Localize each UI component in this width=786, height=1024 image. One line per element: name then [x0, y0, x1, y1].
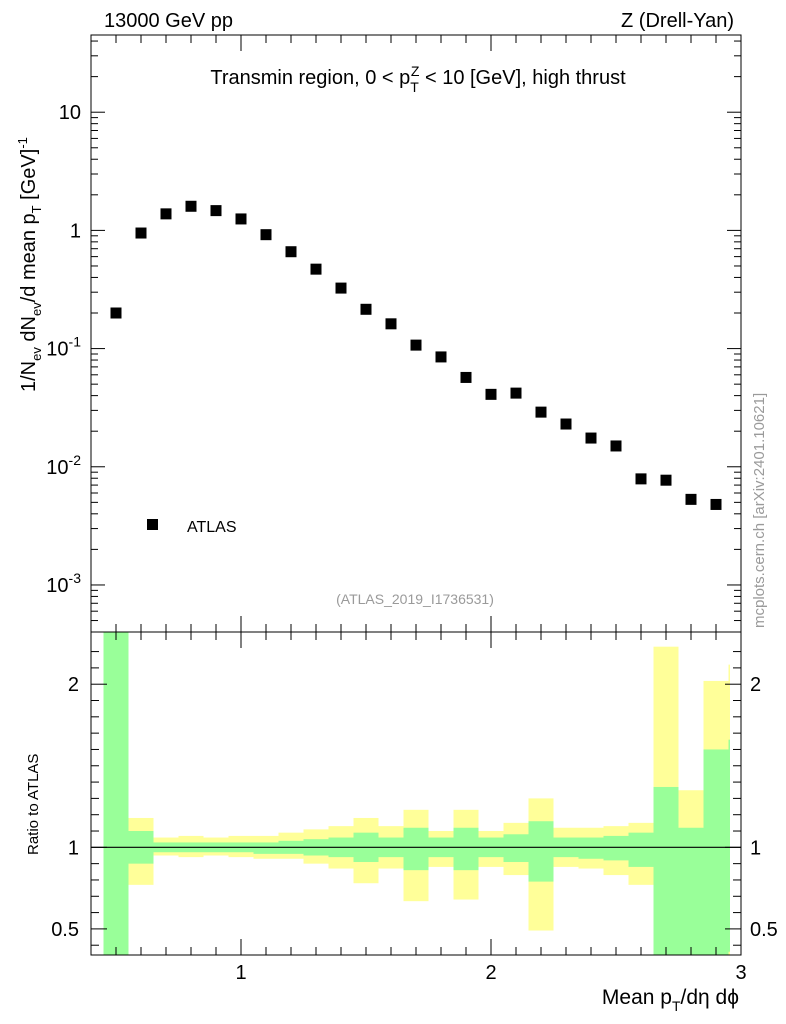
data-point-marker	[385, 318, 397, 330]
main-title-superscript: Z	[411, 63, 420, 79]
ylabel-part-c: /d mean p	[18, 213, 40, 302]
main-y-tick-exponent: -1	[69, 334, 82, 350]
data-point-marker	[685, 493, 697, 505]
ratio-inner-band	[603, 835, 629, 861]
data-point-marker	[335, 282, 347, 294]
ylabel-part-b: dN	[18, 316, 40, 347]
ratio-bands	[103, 632, 730, 955]
ratio-inner-band	[578, 837, 604, 859]
ylabel-part-a: 1/N	[18, 361, 40, 392]
xlabel-sub: T	[672, 998, 681, 1014]
ratio-y-axis-label: Ratio to ATLAS	[25, 754, 42, 855]
main-y-axis-label: 1/Nev dNev/d mean pT [GeV]-1	[15, 137, 44, 392]
main-y-tick-label: 10-3	[46, 570, 81, 597]
data-point-marker	[410, 339, 422, 351]
data-point-marker	[110, 307, 122, 319]
data-point-marker	[310, 263, 322, 275]
main-y-tick-label: 10	[59, 102, 81, 124]
main-y-tick-label: 10-1	[46, 334, 81, 361]
main-title: Transmin region, 0 < pTZ < 10 [GeV], hig…	[210, 63, 626, 95]
x-tick-label: 3	[735, 962, 746, 984]
ratio-panel-frame	[90, 631, 742, 956]
side-credit-label: mcplots.cern.ch [arXiv:2401.10621]	[751, 393, 768, 628]
xlabel-part-a: Mean p	[602, 986, 672, 1009]
ratio-y-tick-label-right: 0.5	[750, 919, 778, 941]
data-point-marker	[535, 406, 547, 418]
main-y-tick-base: 10	[46, 339, 68, 361]
header-right: Z (Drell-Yan)	[621, 10, 734, 32]
data-point-marker	[160, 208, 172, 220]
ylabel-sub-b: ev	[29, 302, 44, 316]
x-tick-label: 1	[235, 962, 246, 984]
ratio-y-tick-label-right: 1	[750, 837, 761, 859]
ratio-y-tick-label-left: 2	[68, 674, 79, 696]
main-title-prefix: Transmin region, 0 < p	[210, 67, 410, 89]
x-axis-label: Mean pT/dη dϕ	[602, 986, 739, 1014]
ratio-inner-band	[103, 632, 129, 955]
legend-marker	[147, 519, 158, 530]
ratio-inner-band	[653, 786, 679, 955]
main-data-markers	[110, 200, 722, 510]
main-y-tick-label: 1	[70, 220, 81, 242]
ratio-inner-band	[628, 832, 654, 867]
ratio-inner-band	[253, 842, 279, 854]
data-point-marker	[585, 432, 597, 444]
data-point-marker	[460, 371, 472, 383]
main-panel-frame	[90, 34, 742, 633]
header-left: 13000 GeV pp	[104, 10, 233, 32]
data-point-marker	[510, 387, 522, 399]
ratio-y-tick-label-left: 1	[68, 837, 79, 859]
main-y-tick-base: 10	[46, 457, 68, 479]
data-point-marker	[260, 229, 272, 241]
ratio-y-tick-label-left: 0.5	[51, 919, 79, 941]
main-title-suffix: < 10 [GeV], high thrust	[419, 67, 626, 89]
data-point-marker	[360, 303, 372, 315]
main-y-tick-base: 10	[46, 575, 68, 597]
main-y-tick-exponent: -2	[69, 452, 82, 468]
data-point-marker	[435, 351, 447, 363]
data-point-marker	[185, 200, 197, 212]
ratio-inner-band	[403, 827, 429, 871]
ylabel-sub-a: ev	[29, 347, 44, 361]
ylabel-sup-d: -1	[15, 137, 30, 149]
main-title-subscript: T	[410, 79, 419, 95]
data-point-marker	[235, 213, 247, 225]
ratio-inner-band	[728, 739, 730, 952]
main-y-tick-exponent: -3	[69, 570, 82, 586]
analysis-watermark: (ATLAS_2019_I1736531)	[336, 591, 494, 607]
data-point-marker	[285, 246, 297, 258]
main-y-tick-label: 10-2	[46, 452, 81, 479]
data-point-marker	[135, 227, 147, 239]
data-point-marker	[610, 440, 622, 452]
data-point-marker	[485, 388, 497, 400]
data-point-marker	[560, 418, 572, 430]
ylabel-sub-c: T	[29, 205, 44, 213]
ratio-inner-band	[528, 821, 554, 882]
xlabel-part-b: /dη dϕ	[681, 986, 739, 1009]
data-point-marker	[660, 474, 672, 486]
data-point-marker	[710, 498, 722, 510]
ylabel-part-d: [GeV]	[18, 149, 40, 206]
ratio-inner-band	[703, 749, 729, 955]
ratio-inner-band	[453, 827, 479, 871]
ratio-axis-ticks: 0.5 0.5 1 1 2 2 1 2 3	[51, 632, 778, 984]
legend-label: ATLAS	[187, 519, 237, 536]
x-tick-label: 2	[485, 962, 496, 984]
data-point-marker	[635, 473, 647, 485]
data-point-marker	[210, 205, 222, 217]
ratio-y-tick-label-right: 2	[750, 674, 761, 696]
ratio-inner-band	[678, 827, 704, 955]
ratio-inner-band	[503, 834, 529, 863]
